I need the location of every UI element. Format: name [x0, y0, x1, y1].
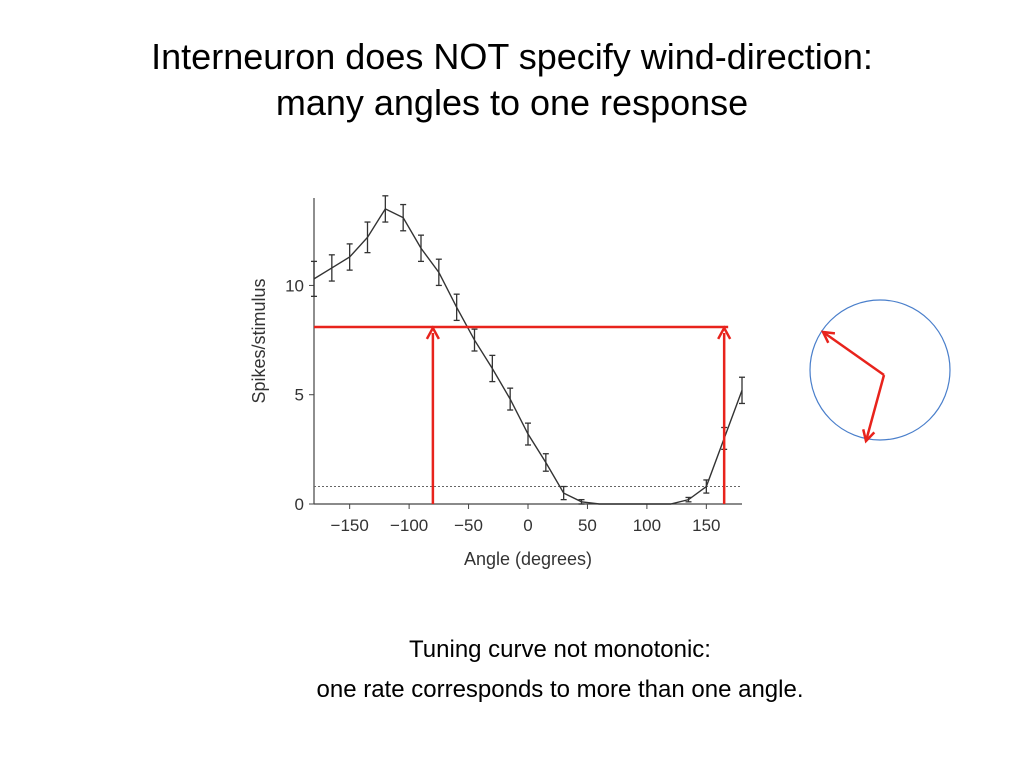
x-axis-label: Angle (degrees)	[464, 549, 592, 569]
error-bar	[560, 485, 567, 501]
slide-title-line-1: Interneuron does NOT specify wind-direct…	[151, 36, 873, 77]
direction-arrow-head	[820, 330, 836, 344]
y-tick-label: 0	[295, 495, 304, 514]
plot-layer: −150 −100 −50 0 50 100 150 0 5 10 Angle (degrees) S…	[249, 195, 745, 569]
error-bar	[685, 496, 692, 503]
direction-arrow-shaft	[864, 374, 886, 442]
x-tick-label: 150	[692, 516, 720, 535]
x-tick-label: −150	[331, 516, 369, 535]
x-tick-label: 0	[523, 516, 532, 535]
error-bar	[418, 234, 424, 263]
y-axis-label: Spikes/stimulus	[249, 278, 269, 403]
error-bar	[453, 293, 460, 322]
error-bar	[364, 221, 371, 254]
wind-direction-diagram	[809, 299, 951, 444]
error-bar	[435, 258, 442, 287]
error-bar	[471, 328, 478, 352]
y-tick-label: 5	[295, 386, 304, 405]
error-bar	[346, 243, 353, 271]
y-tick-label: 10	[285, 276, 304, 295]
caption-line-1: Tuning curve not monotonic:	[409, 636, 711, 663]
x-tick-label: 100	[633, 516, 661, 535]
angle-arrow-head	[717, 325, 732, 340]
error-bar	[507, 387, 514, 411]
error-bar	[489, 354, 496, 383]
error-bar	[739, 376, 745, 405]
angle-arrow-head	[425, 325, 440, 340]
direction-circle	[809, 299, 951, 441]
x-tick-label: −50	[454, 516, 483, 535]
error-bar	[578, 498, 585, 505]
direction-arrow-shaft	[822, 330, 885, 377]
x-tick-label: 50	[578, 516, 597, 535]
slide-caption: Tuning curve not monotonic: one rate cor…	[160, 630, 960, 710]
error-bar	[542, 453, 549, 472]
error-bar	[400, 203, 407, 232]
tuning-curve-line	[313, 208, 743, 505]
slide-title: Interneuron does NOT specify wind-direct…	[0, 34, 1024, 126]
caption-line-2: one rate corresponds to more than one an…	[316, 676, 804, 703]
direction-arrow-head	[862, 429, 876, 444]
slide-title-line-2: many angles to one response	[275, 82, 749, 123]
x-tick-label: −100	[390, 516, 428, 535]
error-bar	[328, 254, 335, 282]
error-bar	[311, 260, 317, 298]
error-bar	[703, 479, 710, 494]
error-bar	[525, 422, 531, 446]
error-bar	[382, 195, 389, 223]
